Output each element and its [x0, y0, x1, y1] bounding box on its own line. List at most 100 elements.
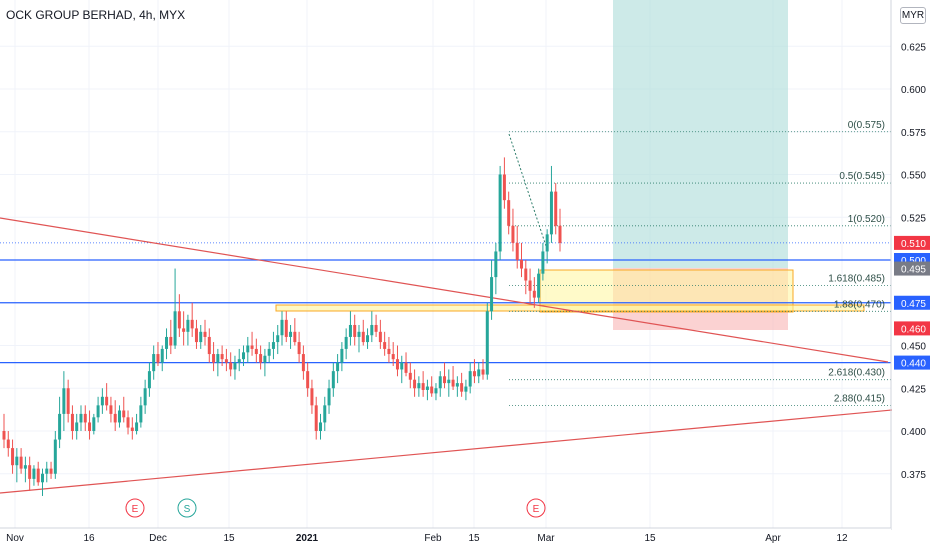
candle-body — [421, 383, 425, 390]
candle-body — [404, 362, 408, 373]
candle-body — [520, 260, 524, 269]
candle-body — [284, 319, 288, 337]
candle-body — [182, 328, 186, 332]
candle-body — [280, 319, 284, 336]
fib-level-label: 1.618(0.485) — [828, 274, 885, 285]
candle-body — [314, 405, 318, 431]
candle-body — [224, 359, 228, 363]
candle-body — [83, 413, 87, 423]
candle-body — [502, 174, 506, 201]
candle-body — [75, 422, 79, 431]
descending-trendline[interactable] — [0, 217, 889, 363]
candle-body — [434, 388, 438, 394]
candle-body — [32, 468, 36, 479]
candle-body — [23, 465, 27, 469]
candle-body — [554, 191, 558, 226]
price-tag — [894, 355, 930, 370]
event-marker-label: E — [132, 504, 139, 515]
candle-body — [276, 335, 280, 343]
candle-body — [259, 354, 263, 363]
candle-body — [58, 413, 62, 440]
fib-level-label: 1.88(0.470) — [834, 299, 885, 310]
candle-body — [113, 413, 117, 423]
y-tick-label: 0.375 — [901, 470, 926, 481]
candle-body — [109, 405, 113, 414]
candle-body — [336, 362, 340, 372]
candle-body — [100, 396, 104, 406]
candle-body — [207, 336, 211, 355]
candle-body — [447, 379, 451, 384]
event-marker-label: S — [184, 504, 191, 515]
y-tick-label: 0.525 — [901, 213, 926, 224]
price-tag-label: 0.510 — [901, 239, 926, 250]
price-tag — [894, 235, 930, 250]
trend-lines — [0, 133, 893, 494]
candle-body — [177, 311, 181, 329]
ascending-trendline[interactable] — [0, 409, 893, 494]
candle-body — [378, 331, 382, 343]
price-tag — [894, 261, 930, 276]
candle-body — [460, 383, 464, 392]
candles — [2, 157, 562, 496]
candle-body — [464, 386, 468, 392]
candle-body — [173, 311, 177, 346]
candle-body — [327, 388, 331, 406]
candle-body — [160, 348, 164, 363]
fib-level-label: 2.88(0.415) — [834, 393, 885, 404]
candle-body — [6, 439, 10, 449]
price-axis — [0, 0, 892, 550]
y-tick-label: 0.600 — [901, 85, 926, 96]
candle-body — [66, 388, 70, 414]
candle-body — [152, 354, 156, 372]
candle-body — [408, 372, 412, 380]
candle-body — [271, 342, 275, 349]
fib-level-label: 1(0.520) — [848, 214, 885, 225]
x-tick-label: Dec — [149, 533, 167, 544]
event-marker-label: E — [533, 504, 540, 515]
x-tick-label: 12 — [836, 533, 848, 544]
candle-body — [53, 439, 57, 474]
candle-body — [105, 396, 109, 406]
candle-body — [40, 473, 44, 483]
candle-body — [49, 468, 53, 474]
candle-body — [216, 354, 220, 363]
candle-body — [532, 290, 536, 298]
price-tag-label: 0.500 — [901, 256, 926, 267]
time-axis-bg — [0, 528, 891, 550]
fib-extension: 0(0.575) 0.5(0.545) 1(0.520) 1.618(0.485) 1.… — [509, 120, 891, 550]
candle-body — [370, 324, 374, 336]
candle-body — [524, 268, 528, 281]
currency-button[interactable]: MYR — [900, 7, 926, 24]
candle-body — [383, 342, 387, 349]
candle-body — [395, 359, 399, 370]
candle-body — [417, 383, 421, 389]
candle-body — [413, 379, 417, 389]
support-resistance-lines — [0, 242, 891, 364]
fib-level-label: 0.5(0.545) — [839, 171, 885, 182]
candle-body — [62, 388, 66, 414]
target-zone — [613, 0, 788, 268]
candle-body — [15, 456, 19, 466]
candle-body — [19, 456, 23, 469]
candle-body — [558, 225, 562, 243]
candle-body — [250, 345, 254, 349]
candle-body — [190, 319, 194, 329]
chart-title: OCK GROUP BERHAD, 4h, MYX — [6, 8, 186, 22]
price-tag — [894, 295, 930, 310]
candle-body — [549, 191, 553, 235]
candle-body — [242, 352, 246, 360]
candle-body — [301, 354, 305, 372]
candle-body — [468, 371, 472, 387]
candle-body — [481, 369, 485, 375]
price-tag-label: 0.460 — [901, 324, 926, 335]
candle-body — [233, 362, 237, 370]
candle-body — [318, 422, 322, 431]
candle-body — [194, 328, 198, 343]
candle-body — [169, 336, 173, 346]
candle-body — [472, 371, 476, 377]
x-tick-label: Nov — [6, 533, 24, 544]
x-tick-label: 16 — [83, 533, 95, 544]
event-marker — [526, 498, 546, 518]
x-tick-label: 15 — [644, 533, 656, 544]
